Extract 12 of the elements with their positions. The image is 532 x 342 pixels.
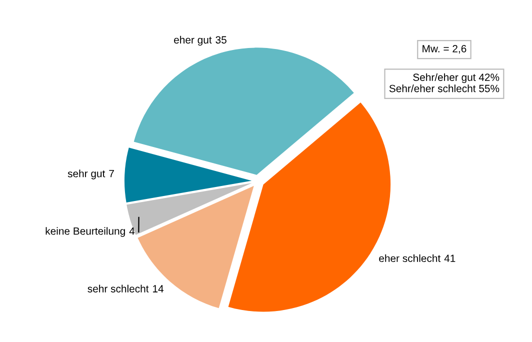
data-label: 35	[216, 36, 226, 44]
data-label: 41	[444, 254, 456, 262]
text: Sehr/eher gut 42% Sehr/eher schlecht 55%	[389, 73, 500, 92]
text: Mw. = 2,6	[422, 45, 466, 54]
slice-label: sehr gut	[68, 170, 106, 180]
data-label: 14	[153, 285, 164, 292]
data-label: 4	[129, 228, 135, 235]
slice-label: eher schlecht	[379, 254, 441, 262]
slice-label: sehr schlecht	[88, 284, 149, 292]
data-label: 7	[109, 170, 114, 178]
slice-label: eher gut	[174, 36, 212, 46]
slice-label: keine Beurteilung	[46, 227, 125, 237]
